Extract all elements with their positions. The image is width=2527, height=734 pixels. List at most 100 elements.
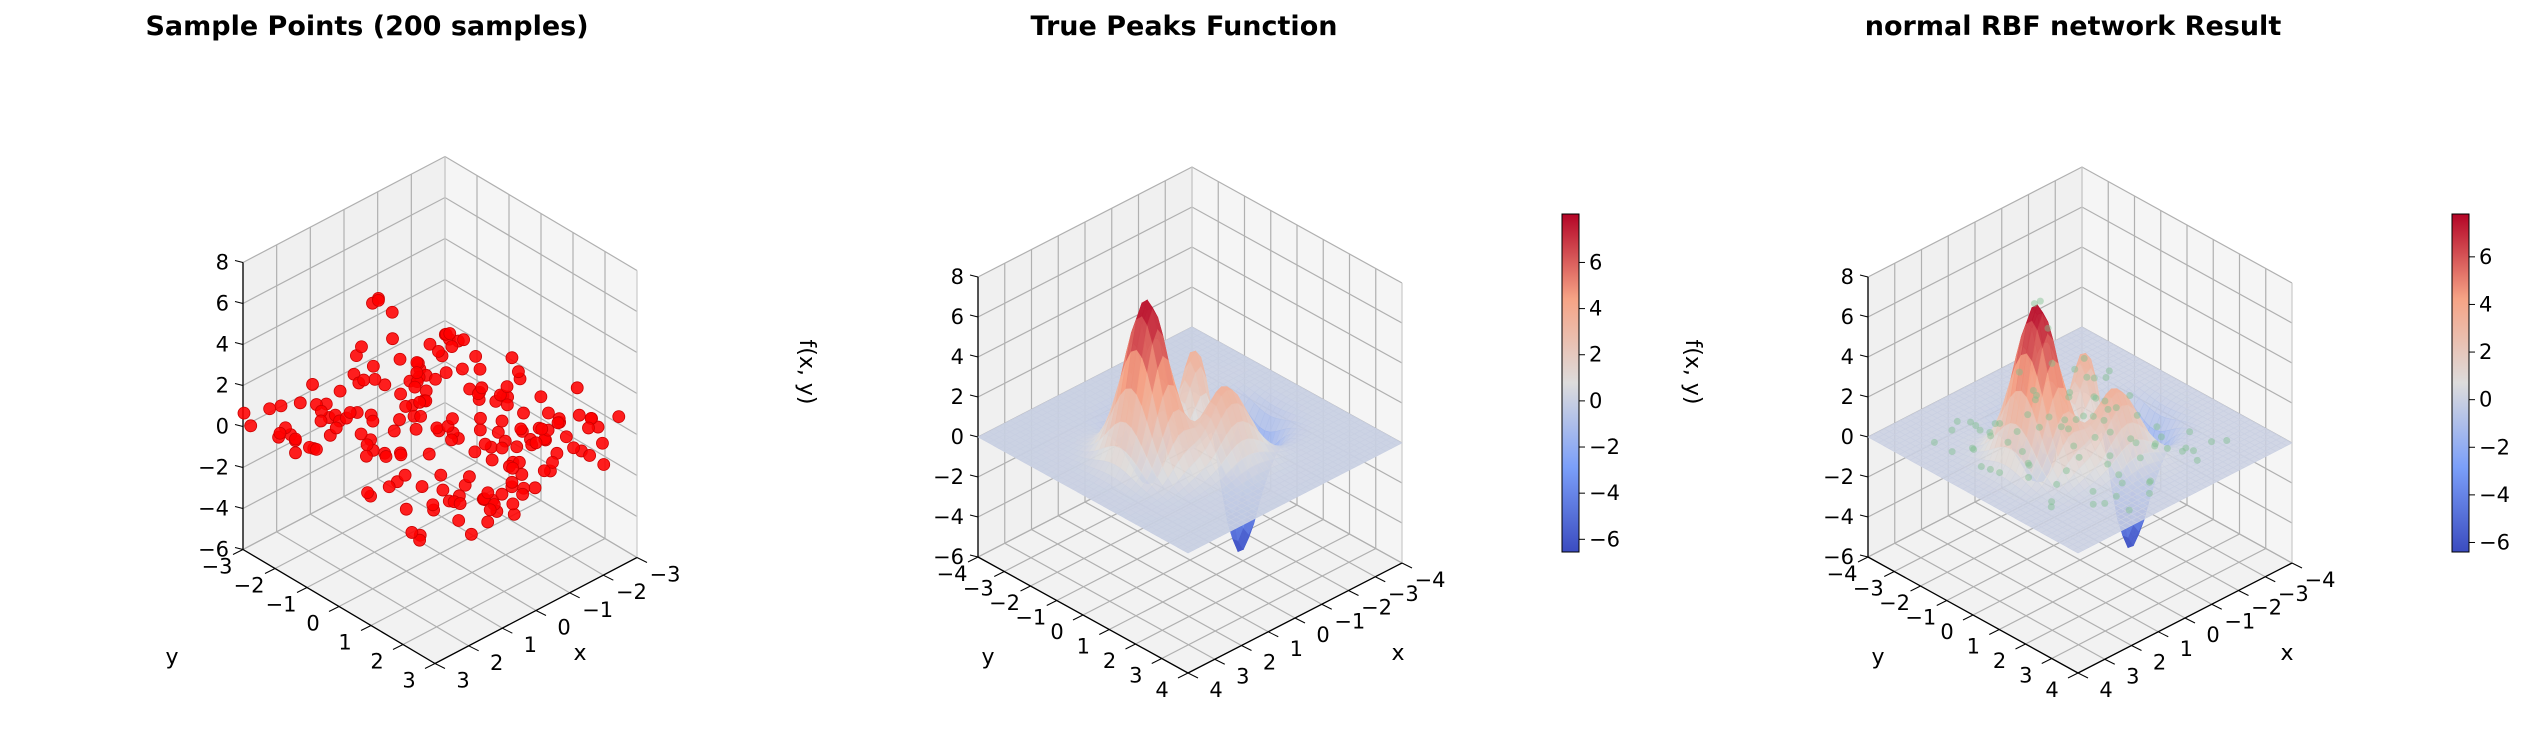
z-tick-label: −2 xyxy=(198,456,229,480)
z-tick xyxy=(234,424,244,427)
sample-point xyxy=(355,340,368,354)
sample-point xyxy=(413,533,427,547)
sample-point xyxy=(445,340,459,353)
overlay-point xyxy=(2151,440,2159,448)
y-tick xyxy=(1401,562,1413,569)
x-tick-label: 0 xyxy=(1050,620,1063,644)
panel-3-title: normal RBF network Result xyxy=(1865,11,2282,42)
overlay-point xyxy=(2101,499,2109,507)
overlay-point xyxy=(2090,374,2098,382)
x-tick xyxy=(1072,614,1084,621)
x-tick-label: −3 xyxy=(1853,577,1884,601)
sample-point xyxy=(512,365,525,379)
y-tick xyxy=(2291,562,2303,569)
sample-point xyxy=(314,414,328,428)
sample-point xyxy=(273,426,287,440)
y-tick-label: 0 xyxy=(1316,623,1329,647)
x-tick xyxy=(994,571,1005,577)
sample-point xyxy=(515,468,529,481)
y-tick xyxy=(1321,603,1332,610)
z-tick xyxy=(234,383,244,386)
x-tick-label: −2 xyxy=(1879,591,1910,615)
colorbar-tick-label: 2 xyxy=(1589,343,1602,367)
z-tick-label: −4 xyxy=(198,497,229,521)
x-tick-label: 1 xyxy=(1077,635,1090,659)
sample-point xyxy=(517,406,530,420)
y-tick xyxy=(1348,590,1359,596)
sample-point xyxy=(263,402,277,416)
z-tick xyxy=(1859,514,1869,518)
overlay-point xyxy=(1991,420,1999,428)
z-tick xyxy=(969,354,979,358)
z-tick-label: 0 xyxy=(951,425,964,449)
panel-1-title: Sample Points (200 samples) xyxy=(145,11,588,42)
z-tick xyxy=(969,554,979,558)
sample-point xyxy=(495,414,509,428)
overlay-point xyxy=(2104,460,2112,468)
overlay-point xyxy=(2045,413,2053,421)
overlay-point xyxy=(2178,447,2186,455)
sample-point xyxy=(430,421,444,435)
sample-point xyxy=(551,416,565,430)
z-tick-label: −2 xyxy=(933,465,964,489)
sample-point xyxy=(423,337,437,351)
sample-point xyxy=(582,421,595,435)
grid-line xyxy=(377,191,570,594)
sample-point xyxy=(415,480,429,493)
sample-point xyxy=(507,507,521,521)
overlay-point xyxy=(2083,373,2091,381)
surface-patch xyxy=(2072,547,2084,554)
sample-point xyxy=(464,527,478,541)
y-tick-label: −4 xyxy=(2305,568,2336,592)
grid-line xyxy=(1947,235,2159,633)
z-tick-label: 0 xyxy=(1841,425,1854,449)
z-tick xyxy=(1859,554,1869,558)
overlay-point xyxy=(2102,373,2110,381)
colorbar-tick-label: −4 xyxy=(2479,483,2510,507)
x-tick-label: 4 xyxy=(1155,678,1168,702)
sample-point xyxy=(596,436,609,450)
colorbar-tick-label: −6 xyxy=(1589,527,1620,551)
overlay-point xyxy=(2044,324,2052,332)
overlay-point xyxy=(2145,478,2153,486)
sample-point xyxy=(289,446,302,460)
overlay-point xyxy=(2035,423,2043,431)
z-tick-label: 0 xyxy=(216,415,229,439)
sample-point xyxy=(493,388,507,402)
x-tick xyxy=(1910,585,1921,592)
z-tick xyxy=(1859,434,1869,438)
overlay-point xyxy=(2136,454,2144,462)
sample-point xyxy=(469,349,483,363)
overlay-point xyxy=(1976,426,1984,434)
x-tick-label: −1 xyxy=(1015,606,1046,630)
panel-2-ylabel: y xyxy=(981,645,994,670)
sample-point xyxy=(393,413,406,426)
sample-point xyxy=(528,481,542,495)
sample-point xyxy=(413,395,427,409)
sample-points xyxy=(237,291,626,547)
overlay-point xyxy=(2071,365,2079,373)
overlay-point xyxy=(1970,445,1978,453)
y-tick xyxy=(535,610,547,616)
overlay-point xyxy=(2112,404,2120,412)
y-tick xyxy=(603,574,614,581)
z-tick-label: 6 xyxy=(216,292,229,316)
sample-point xyxy=(612,410,626,424)
y-tick-label: 1 xyxy=(524,633,537,657)
sample-point xyxy=(505,475,519,489)
grid-lines xyxy=(242,155,638,665)
overlay-point xyxy=(1987,432,1995,440)
sample-point xyxy=(506,497,520,511)
z-tick xyxy=(234,465,244,468)
overlay-point xyxy=(2075,453,2083,461)
overlay-point xyxy=(2089,412,2097,420)
x-tick-label: −2 xyxy=(234,574,265,598)
sample-point xyxy=(237,406,251,420)
overlay-point xyxy=(1967,418,1975,426)
y-tick xyxy=(1187,672,1199,679)
overlay-point xyxy=(2091,433,2099,441)
